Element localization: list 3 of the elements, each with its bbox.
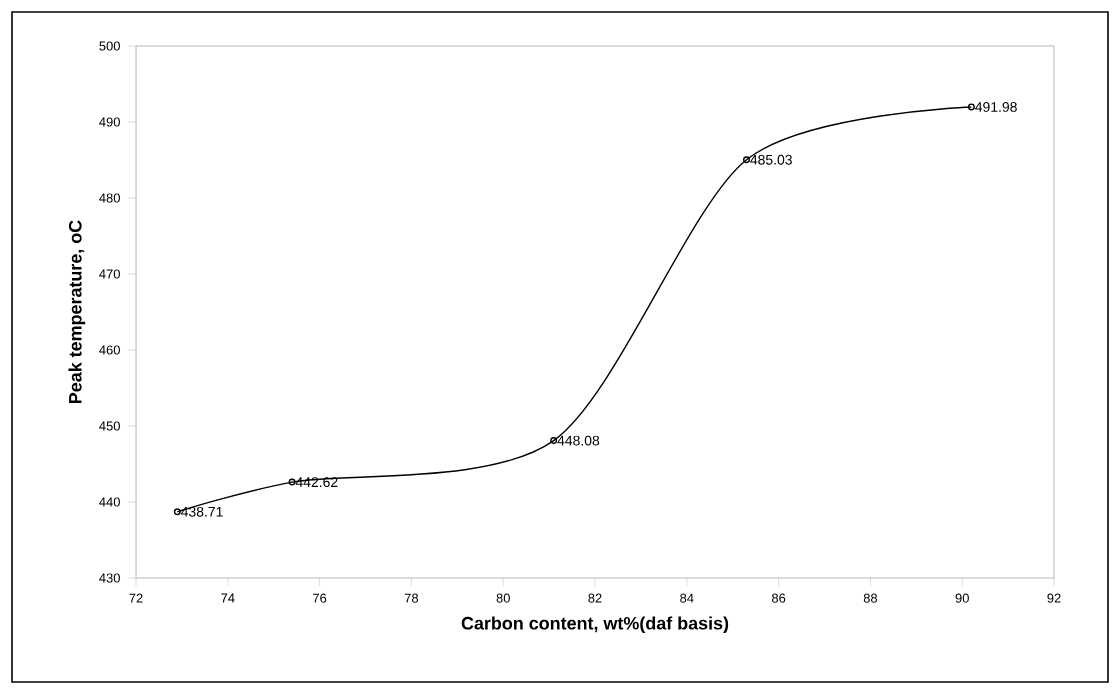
y-axis-title: Peak temperature, oC (68, 220, 86, 403)
point (743, 156, 750, 164)
x-axis-title: Carbon content, wt%(daf basis) (461, 616, 729, 634)
